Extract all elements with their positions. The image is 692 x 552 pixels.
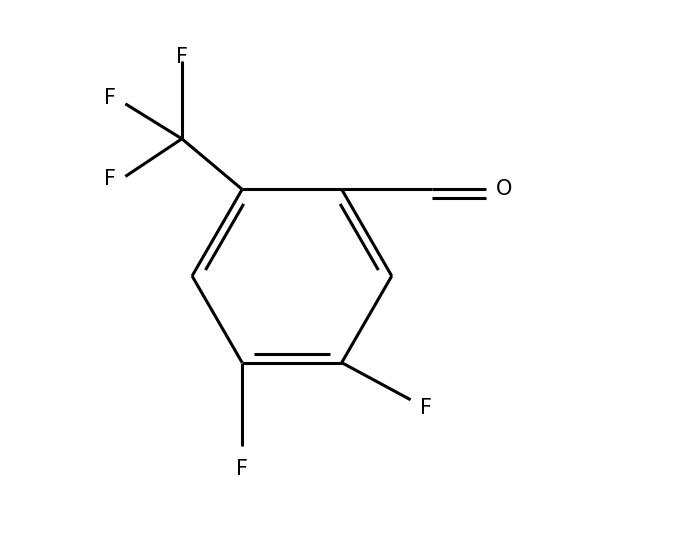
Text: F: F	[420, 398, 432, 418]
Text: F: F	[176, 47, 188, 67]
Text: F: F	[236, 459, 248, 479]
Text: O: O	[495, 179, 512, 199]
Text: F: F	[104, 169, 116, 189]
Text: F: F	[104, 88, 116, 108]
